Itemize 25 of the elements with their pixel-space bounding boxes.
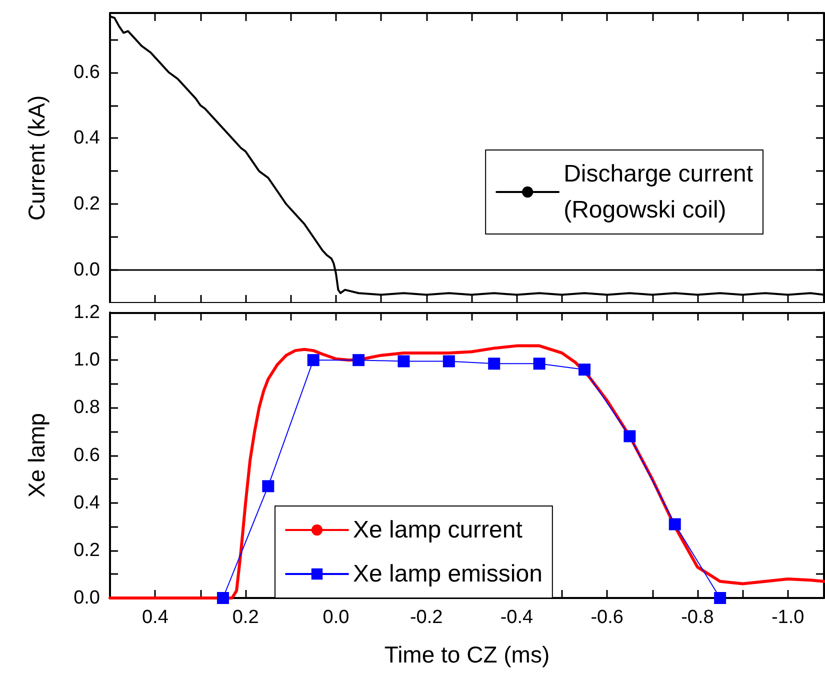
y-tick-label: 0.6 bbox=[74, 444, 100, 466]
y-tick-label: 0.8 bbox=[74, 397, 100, 418]
y-axis-title: Current (kA) bbox=[24, 95, 50, 221]
legend-label: Xe lamp emission bbox=[353, 560, 542, 588]
x-axis-title: Time to CZ (ms) bbox=[384, 642, 550, 668]
y-tick-label: 0.2 bbox=[74, 194, 100, 215]
y-tick-label: 0.6 bbox=[74, 62, 100, 83]
x-tick-label: -0.8 bbox=[681, 607, 714, 628]
x-tick-label: -0.4 bbox=[500, 607, 534, 628]
y-tick-label: 1.2 bbox=[74, 302, 100, 323]
legend-label: Xe lamp current bbox=[353, 516, 523, 544]
y-axis-title: Xe lamp bbox=[24, 413, 50, 498]
legend-label: Discharge current (Rogowski coil) bbox=[564, 160, 754, 224]
x-tick-label: -0.2 bbox=[410, 607, 443, 628]
x-tick-label: 0.0 bbox=[322, 607, 350, 628]
y-tick-label: 0.0 bbox=[74, 588, 100, 608]
y-tick-label: 0.4 bbox=[74, 128, 100, 149]
x-tick-label: -0.6 bbox=[590, 607, 624, 628]
y-tick-label: 0.4 bbox=[74, 492, 100, 514]
y-tick-label: 0.2 bbox=[74, 540, 100, 561]
x-tick-label: 0.4 bbox=[142, 607, 169, 628]
x-tick-label: -1.0 bbox=[771, 607, 804, 628]
y-tick-label: 0.0 bbox=[74, 260, 100, 281]
y-tick-label: 1.0 bbox=[74, 350, 100, 371]
x-tick-label: 0.2 bbox=[232, 607, 259, 628]
